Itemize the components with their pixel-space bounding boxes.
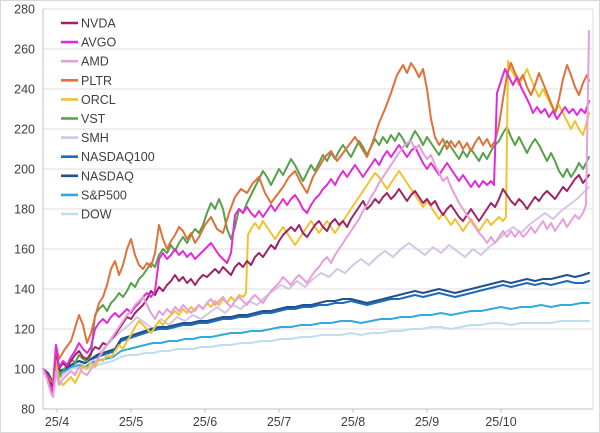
legend-label-VST: VST [81,112,106,126]
legend-label-DOW: DOW [81,208,112,222]
x-tick-label-25/4: 25/4 [45,415,69,429]
y-tick-label-200: 200 [14,163,35,177]
y-tick-label-180: 180 [14,203,35,217]
y-tick-label-140: 140 [14,283,35,297]
y-tick-label-80: 80 [21,403,35,417]
legend-label-AMD: AMD [81,55,109,69]
y-tick-label-260: 260 [14,43,35,57]
series-line-ORCL [42,60,590,390]
series-line-PLTR [42,62,590,384]
legend-label-PLTR: PLTR [81,74,112,88]
series-line-DOW [42,320,590,382]
y-tick-label-120: 120 [14,323,35,337]
x-tick-label-25/8: 25/8 [341,415,365,429]
y-tick-label-100: 100 [14,363,35,377]
legend-label-AVGO: AVGO [81,36,116,50]
x-tick-label-25/6: 25/6 [193,415,217,429]
series-line-AVGO [42,68,590,394]
y-tick-label-220: 220 [14,123,35,137]
legend-label-NASDAQ: NASDAQ [81,169,134,183]
series-line-NVDA [42,174,590,388]
legend-label-SP500: S&P500 [81,188,127,202]
legend-label-NVDA: NVDA [81,17,116,31]
y-tick-label-160: 160 [14,243,35,257]
legend-label-SMH: SMH [81,131,109,145]
series-line-NASDAQ100 [42,280,590,386]
y-tick-label-240: 240 [14,83,35,97]
series-line-VST [42,126,590,386]
legend-label-NASDAQ100: NASDAQ100 [81,150,155,164]
series-line-AMD [42,30,590,398]
y-tick-label-280: 280 [14,3,35,17]
x-tick-label-25/5: 25/5 [119,415,143,429]
x-tick-label-25/9: 25/9 [415,415,439,429]
legend-label-ORCL: ORCL [81,93,116,107]
series-line-NASDAQ [42,272,590,384]
x-tick-label-25/7: 25/7 [267,415,291,429]
x-tick-label-25/10: 25/10 [485,415,516,429]
